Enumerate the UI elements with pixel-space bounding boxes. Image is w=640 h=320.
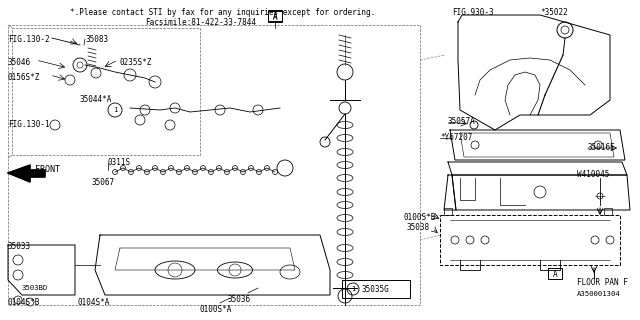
Text: A: A: [273, 13, 277, 22]
Text: 1: 1: [113, 107, 117, 113]
Text: 35044*A: 35044*A: [80, 95, 113, 104]
Text: A: A: [273, 12, 277, 21]
Text: W410045: W410045: [577, 170, 609, 179]
Text: FIG.130-2: FIG.130-2: [8, 35, 50, 44]
Text: 0104S*A: 0104S*A: [78, 298, 110, 307]
Text: *Y67207: *Y67207: [440, 133, 472, 142]
Bar: [268, 10, 282, 21]
Text: Facsimile:81-422-33-7844: Facsimile:81-422-33-7844: [145, 18, 256, 27]
Text: FLOOR PAN F: FLOOR PAN F: [577, 278, 628, 287]
Bar: [268, 11, 282, 22]
Text: 35038: 35038: [407, 223, 430, 233]
Text: 0100S*A: 0100S*A: [200, 305, 232, 314]
Text: 3503BD: 3503BD: [22, 285, 48, 291]
Text: 35057A: 35057A: [448, 117, 476, 126]
Text: 0235S*Z: 0235S*Z: [120, 58, 152, 67]
Text: *35022: *35022: [540, 8, 568, 17]
Text: 35016E: 35016E: [588, 143, 616, 153]
Text: 35067: 35067: [92, 178, 115, 187]
Text: FRONT: FRONT: [35, 165, 60, 174]
Text: FIG.130-1: FIG.130-1: [8, 120, 50, 129]
Text: 1: 1: [351, 286, 355, 292]
Text: 35035G: 35035G: [362, 284, 390, 293]
Text: FIG.930-3: FIG.930-3: [452, 8, 493, 17]
Text: *.Please contact STI by fax for any inquiries except for ordering.: *.Please contact STI by fax for any inqu…: [70, 8, 375, 17]
Polygon shape: [8, 165, 45, 182]
Text: 0311S: 0311S: [108, 158, 131, 167]
Text: 35033: 35033: [8, 242, 31, 251]
Text: 0156S*Z: 0156S*Z: [8, 73, 40, 82]
Text: 0104S*B: 0104S*B: [8, 298, 40, 307]
Text: 0100S*B: 0100S*B: [404, 213, 436, 222]
Text: 35046: 35046: [8, 58, 31, 67]
Text: A: A: [553, 270, 557, 279]
Bar: [548, 268, 562, 279]
Text: A350001304: A350001304: [577, 291, 621, 297]
Text: 35036: 35036: [228, 295, 251, 304]
Bar: [342, 280, 410, 298]
Text: 35083: 35083: [85, 35, 108, 44]
